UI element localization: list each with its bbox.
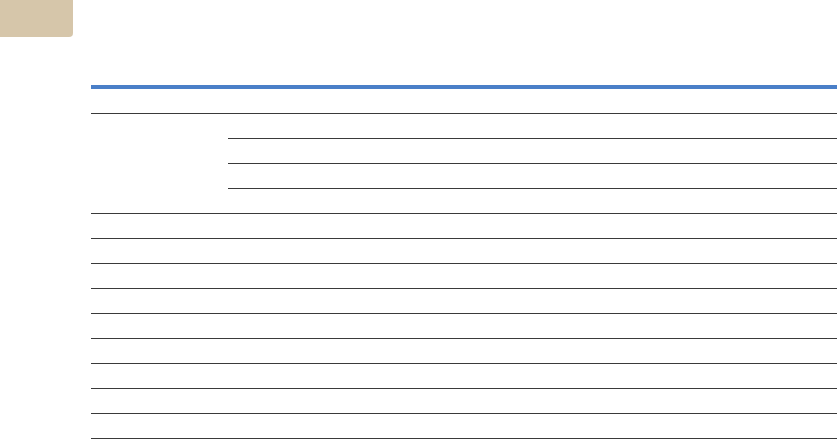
table-header-rule xyxy=(91,85,837,89)
tab-button[interactable] xyxy=(0,0,73,37)
table-rows xyxy=(91,113,837,439)
